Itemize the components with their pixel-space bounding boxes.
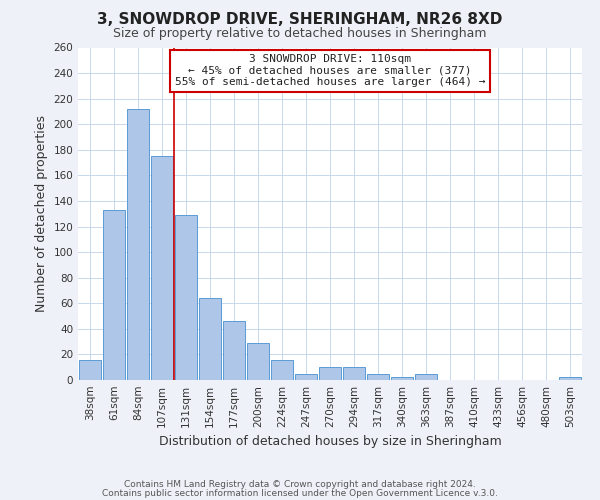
- Text: Contains HM Land Registry data © Crown copyright and database right 2024.: Contains HM Land Registry data © Crown c…: [124, 480, 476, 489]
- Text: 3, SNOWDROP DRIVE, SHERINGHAM, NR26 8XD: 3, SNOWDROP DRIVE, SHERINGHAM, NR26 8XD: [97, 12, 503, 28]
- Bar: [391, 378, 413, 380]
- Bar: [271, 360, 293, 380]
- Y-axis label: Number of detached properties: Number of detached properties: [35, 116, 48, 312]
- Bar: [199, 298, 221, 380]
- Text: 3 SNOWDROP DRIVE: 110sqm
← 45% of detached houses are smaller (377)
55% of semi-: 3 SNOWDROP DRIVE: 110sqm ← 45% of detach…: [175, 54, 485, 88]
- Bar: [103, 210, 125, 380]
- Bar: [247, 343, 269, 380]
- Bar: [223, 321, 245, 380]
- Bar: [415, 374, 437, 380]
- Bar: [175, 215, 197, 380]
- Bar: [127, 109, 149, 380]
- Bar: [79, 360, 101, 380]
- Text: Size of property relative to detached houses in Sheringham: Size of property relative to detached ho…: [113, 28, 487, 40]
- Bar: [367, 374, 389, 380]
- Bar: [295, 374, 317, 380]
- Bar: [343, 367, 365, 380]
- Bar: [559, 378, 581, 380]
- X-axis label: Distribution of detached houses by size in Sheringham: Distribution of detached houses by size …: [158, 436, 502, 448]
- Bar: [319, 367, 341, 380]
- Text: Contains public sector information licensed under the Open Government Licence v.: Contains public sector information licen…: [102, 489, 498, 498]
- Bar: [151, 156, 173, 380]
